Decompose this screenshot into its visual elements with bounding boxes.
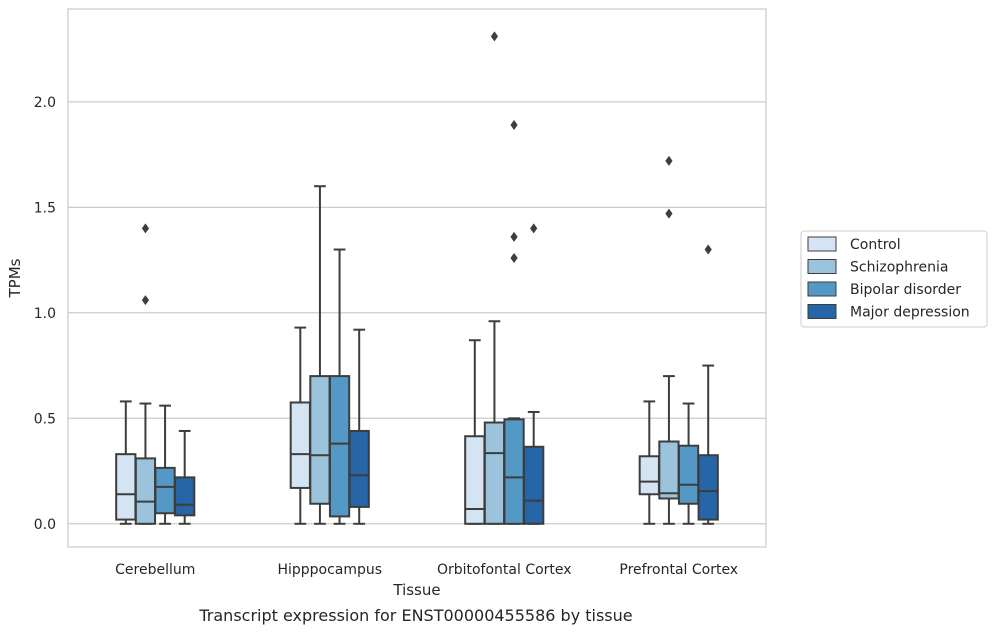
x-tick-label: Prefrontal Cortex bbox=[619, 562, 738, 578]
box bbox=[154, 466, 176, 515]
box bbox=[464, 435, 486, 525]
box-series bbox=[115, 31, 719, 525]
legend-label: Major depression bbox=[850, 305, 970, 321]
box bbox=[503, 418, 525, 525]
y-axis-ticks: 0.0 0.5 1.0 1.5 2.0 bbox=[34, 95, 56, 533]
series-major-depression bbox=[174, 223, 719, 525]
outlier-point bbox=[141, 295, 150, 306]
chart-caption: Transcript expression for ENST0000045558… bbox=[199, 606, 633, 625]
box bbox=[638, 455, 660, 496]
legend-swatch bbox=[807, 281, 837, 297]
outlier-point bbox=[510, 120, 518, 131]
y-tick-label: 1.0 bbox=[34, 306, 56, 322]
x-tick-label: Orbitofontal Cortex bbox=[437, 562, 572, 578]
y-tick-label: 2.0 bbox=[34, 95, 56, 111]
outlier-point bbox=[510, 231, 518, 242]
y-tick-label: 1.5 bbox=[34, 200, 56, 216]
y-tick-label: 0.0 bbox=[34, 517, 56, 533]
legend-label: Bipolar disorder bbox=[850, 282, 961, 298]
box bbox=[289, 401, 311, 489]
plot-frame bbox=[67, 8, 767, 548]
outlier-point bbox=[665, 155, 673, 166]
legend: Control Schizophrenia Bipolar disorder Majo… bbox=[800, 230, 988, 328]
legend-swatch bbox=[807, 259, 837, 274]
series-control bbox=[115, 326, 660, 525]
legend-frame bbox=[800, 230, 988, 328]
outlier-point bbox=[141, 223, 150, 234]
x-tick-label: Hipppocampus bbox=[277, 562, 382, 578]
x-axis-ticks: Cerebellum Hipppocampus Orbitofontal Corte… bbox=[115, 562, 738, 578]
box bbox=[348, 429, 370, 508]
box bbox=[174, 476, 196, 517]
outlier-point bbox=[530, 223, 538, 234]
x-tick-label: Cerebellum bbox=[115, 562, 195, 578]
series-bipolar-disorder bbox=[154, 120, 700, 525]
series-schizophrenia bbox=[134, 31, 680, 525]
box bbox=[134, 457, 157, 525]
y-axis-label: TPMs bbox=[6, 258, 24, 298]
box bbox=[523, 445, 545, 525]
legend-swatch bbox=[807, 304, 837, 319]
box bbox=[309, 375, 331, 505]
box bbox=[697, 454, 719, 521]
outlier-point bbox=[704, 244, 712, 255]
box bbox=[328, 375, 351, 518]
box bbox=[483, 421, 506, 525]
box bbox=[658, 440, 680, 500]
outlier-point bbox=[490, 31, 499, 42]
outlier-point bbox=[665, 208, 673, 219]
x-axis-label: Tissue bbox=[392, 581, 440, 599]
legend-label: Schizophrenia bbox=[850, 260, 948, 276]
outlier-point bbox=[510, 252, 518, 263]
legend-swatch bbox=[807, 236, 837, 252]
y-tick-label: 0.5 bbox=[34, 411, 56, 427]
box bbox=[115, 453, 137, 521]
box bbox=[677, 444, 700, 505]
legend-label: Control bbox=[850, 237, 901, 253]
